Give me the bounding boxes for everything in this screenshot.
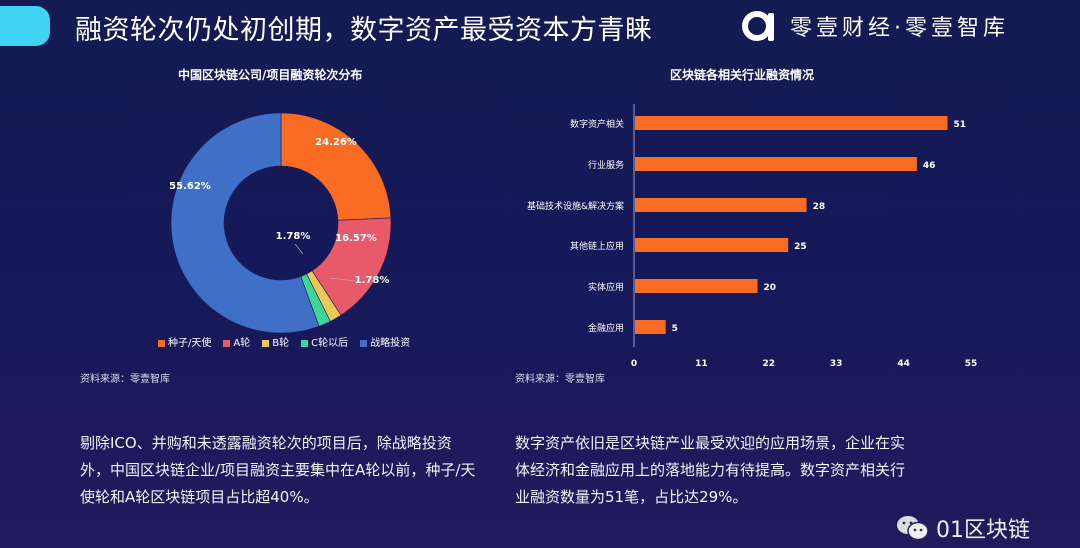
bar-value-label: 51 (953, 120, 966, 130)
left-source: 资料来源：零壹智库 (80, 374, 170, 385)
legend-label: B轮 (272, 338, 290, 349)
pie-legend: 种子/天使 A轮 B轮 C轮以后 战略投资 (158, 334, 410, 349)
x-tick-label: 0 (631, 359, 637, 369)
legend-item[interactable]: 战略投资 (360, 334, 410, 349)
pie-slice-4 (170, 112, 320, 334)
page-title: 融资轮次仍处初创期，数字资产最受资本方青睐 (75, 15, 653, 46)
y-tick-label: 基础技术设施&解决方案 (527, 200, 624, 212)
pie-label-3: 1.78% (276, 231, 311, 242)
legend-swatch (360, 339, 368, 347)
bar-value-label: 5 (672, 324, 678, 334)
pie-chart: 24.26% 16.57% 1.78% 1.78% 55.62% (169, 112, 392, 334)
pie-label-0: 24.26% (315, 137, 357, 148)
y-tick-label: 实体应用 (588, 281, 624, 293)
x-tick-label: 22 (763, 359, 776, 369)
legend-item[interactable]: C轮以后 (301, 334, 348, 349)
y-tick-label: 行业服务 (588, 159, 624, 171)
legend-swatch (301, 339, 309, 347)
bar-5 (635, 320, 666, 334)
pie-slice-0 (280, 112, 392, 221)
bar-0 (635, 116, 948, 130)
legend-label: A轮 (233, 338, 251, 349)
legend-item[interactable]: B轮 (262, 334, 289, 349)
pie-label-2: 1.78% (355, 275, 390, 286)
y-tick-label: 数字资产相关 (570, 118, 624, 130)
bar-chart: 数字资产相关 51 行业服务 46 基础技术设施&解决方案 28 其他链上应用 25 实体应用 2… (527, 104, 978, 369)
pie-label-4: 55.62% (169, 181, 211, 192)
bar-4 (635, 279, 758, 293)
bar-chart-title: 区块链各相关行业融资情况 (670, 68, 815, 82)
bar-2 (635, 198, 807, 212)
y-tick-label: 其他链上应用 (570, 240, 624, 252)
header-accent-tab (0, 6, 50, 46)
bar-3 (635, 238, 789, 252)
logo-icon (742, 11, 774, 41)
y-tick-label: 金融应用 (588, 322, 624, 334)
x-tick-label: 33 (830, 359, 843, 369)
right-description: 数字资产依旧是区块链产业最受欢迎的应用场景，企业在实体经济和金融应用上的落地能力… (515, 434, 906, 506)
logo-text: 零壹财经·零壹智库 (790, 16, 1009, 41)
legend-swatch (158, 339, 165, 347)
bar-value-label: 28 (813, 202, 826, 212)
legend-label: 战略投资 (370, 338, 411, 349)
bar-value-label: 25 (794, 242, 807, 252)
brand-logo: 零壹财经·零壹智库 (742, 10, 1009, 42)
legend-swatch (223, 339, 231, 347)
pie-leader-line (329, 277, 356, 282)
bar-1 (635, 157, 917, 171)
x-tick-label: 55 (965, 359, 978, 369)
legend-swatch (262, 339, 270, 347)
wechat-icon (897, 516, 929, 541)
pie-leader-line (294, 243, 304, 255)
watermark: 01区块链 (896, 512, 1030, 544)
left-description: 剔除ICO、并购和未透露融资轮次的项目后，除战略投资外，中国区块链企业/项目融资… (80, 434, 476, 506)
watermark-text: 01区块链 (936, 518, 1030, 543)
legend-label: C轮以后 (311, 338, 349, 349)
legend-item[interactable]: 种子/天使 (158, 334, 211, 349)
x-tick-label: 11 (695, 359, 708, 369)
right-source: 资料来源：零壹智库 (515, 374, 605, 385)
bar-value-label: 20 (764, 283, 777, 293)
pie-chart-title: 中国区块链公司/项目融资轮次分布 (178, 68, 363, 82)
legend-item[interactable]: A轮 (223, 334, 250, 349)
x-tick-label: 44 (897, 359, 910, 369)
bar-value-label: 46 (923, 161, 936, 171)
legend-label: 种子/天使 (168, 338, 212, 349)
pie-label-1: 16.57% (335, 233, 377, 244)
